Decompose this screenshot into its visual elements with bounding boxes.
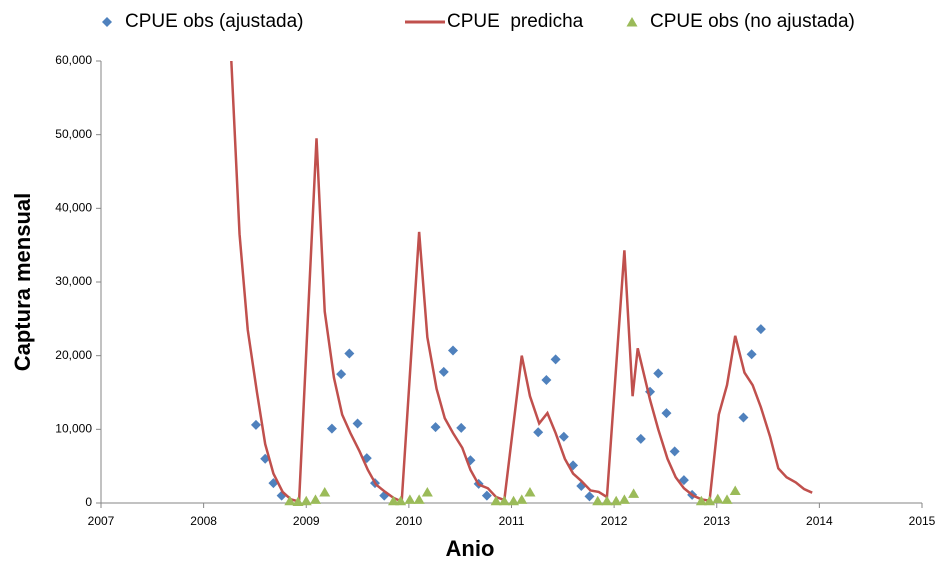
diamond-marker bbox=[336, 369, 347, 380]
triangle-marker bbox=[395, 495, 407, 506]
diamond-marker bbox=[456, 422, 467, 433]
triangle-marker bbox=[319, 486, 331, 497]
triangle-marker bbox=[404, 494, 416, 504]
diamond-marker bbox=[250, 419, 261, 430]
line-series bbox=[230, 60, 813, 504]
x-tick-label: 2009 bbox=[293, 514, 320, 528]
diamond-marker bbox=[430, 422, 441, 433]
triangle-marker bbox=[490, 495, 502, 506]
y-tick-label: 20,000 bbox=[55, 348, 92, 362]
triangle-marker bbox=[712, 493, 724, 504]
diamond-marker bbox=[541, 374, 552, 385]
y-tick-label: 60,000 bbox=[55, 53, 92, 67]
legend-label: CPUE predicha bbox=[447, 11, 584, 32]
x-tick-label: 2007 bbox=[88, 514, 115, 528]
y-tick-label: 50,000 bbox=[55, 127, 92, 141]
y-axis-title: Captura mensual bbox=[10, 193, 35, 372]
triangle-marker bbox=[284, 495, 296, 506]
triangle-marker bbox=[592, 495, 604, 506]
y-tick-label: 40,000 bbox=[55, 201, 92, 215]
x-axis-title: Anio bbox=[446, 536, 495, 561]
diamond-marker bbox=[678, 475, 689, 486]
diamond-marker bbox=[533, 427, 544, 438]
triangle-marker bbox=[721, 494, 733, 504]
triangle-marker bbox=[524, 486, 536, 497]
x-tick-label: 2010 bbox=[396, 514, 423, 528]
x-tick-label: 2008 bbox=[190, 514, 217, 528]
diamond-marker bbox=[755, 324, 766, 335]
diamond-marker bbox=[584, 491, 595, 502]
legend-label: CPUE obs (ajustada) bbox=[125, 11, 303, 32]
x-tick-label: 2013 bbox=[703, 514, 730, 528]
triangle-marker bbox=[498, 495, 510, 506]
y-tick-label: 30,000 bbox=[55, 274, 92, 288]
diamond-marker bbox=[746, 349, 757, 360]
triangle-marker bbox=[695, 495, 707, 506]
triangle-marker bbox=[516, 494, 528, 504]
diamond-marker bbox=[635, 433, 646, 444]
diamond-marker bbox=[669, 446, 680, 457]
diamond-marker bbox=[481, 490, 492, 501]
triangle-marker bbox=[626, 17, 638, 27]
triangle-marker bbox=[729, 485, 741, 495]
diamond-marker bbox=[738, 412, 749, 423]
diamond-marker bbox=[550, 354, 561, 365]
triangle-marker bbox=[618, 494, 630, 504]
diamond-marker bbox=[558, 431, 569, 442]
x-tick-label: 2014 bbox=[806, 514, 833, 528]
triangle-marker bbox=[300, 495, 312, 506]
triangle-marker bbox=[628, 488, 640, 498]
diamond-marker bbox=[352, 418, 363, 429]
y-tick-label: 0 bbox=[85, 495, 92, 509]
legend-label: CPUE obs (no ajustada) bbox=[650, 11, 855, 32]
triangle-marker bbox=[421, 486, 433, 497]
diamond-marker bbox=[448, 345, 459, 356]
diamond-marker bbox=[653, 368, 664, 379]
diamond-marker bbox=[438, 366, 449, 377]
triangle-marker bbox=[508, 495, 520, 506]
triangle-marker bbox=[292, 496, 304, 507]
x-tick-label: 2011 bbox=[499, 514, 525, 528]
diamond-marker bbox=[326, 423, 337, 434]
triangle-marker bbox=[610, 495, 622, 506]
x-tick-label: 2015 bbox=[909, 514, 936, 528]
triangle-marker bbox=[309, 494, 321, 504]
y-tick-label: 10,000 bbox=[55, 422, 92, 436]
triangle-marker bbox=[413, 494, 425, 504]
x-tick-label: 2012 bbox=[601, 514, 628, 528]
diamond-marker bbox=[102, 17, 112, 27]
triangle-marker bbox=[601, 495, 613, 506]
triangle-marker bbox=[704, 495, 716, 506]
triangle-marker bbox=[387, 495, 399, 506]
diamond-marker bbox=[661, 408, 672, 419]
diamond-marker bbox=[344, 348, 355, 359]
